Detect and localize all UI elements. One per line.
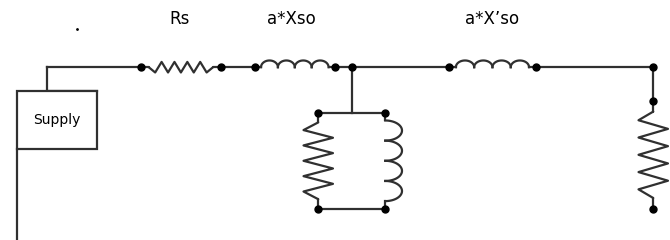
Text: a*X’so: a*X’so <box>466 10 519 28</box>
Text: a*Xso: a*Xso <box>267 10 316 28</box>
Text: Rs: Rs <box>170 10 190 28</box>
Text: Supply: Supply <box>34 113 80 127</box>
Bar <box>17 91 97 149</box>
